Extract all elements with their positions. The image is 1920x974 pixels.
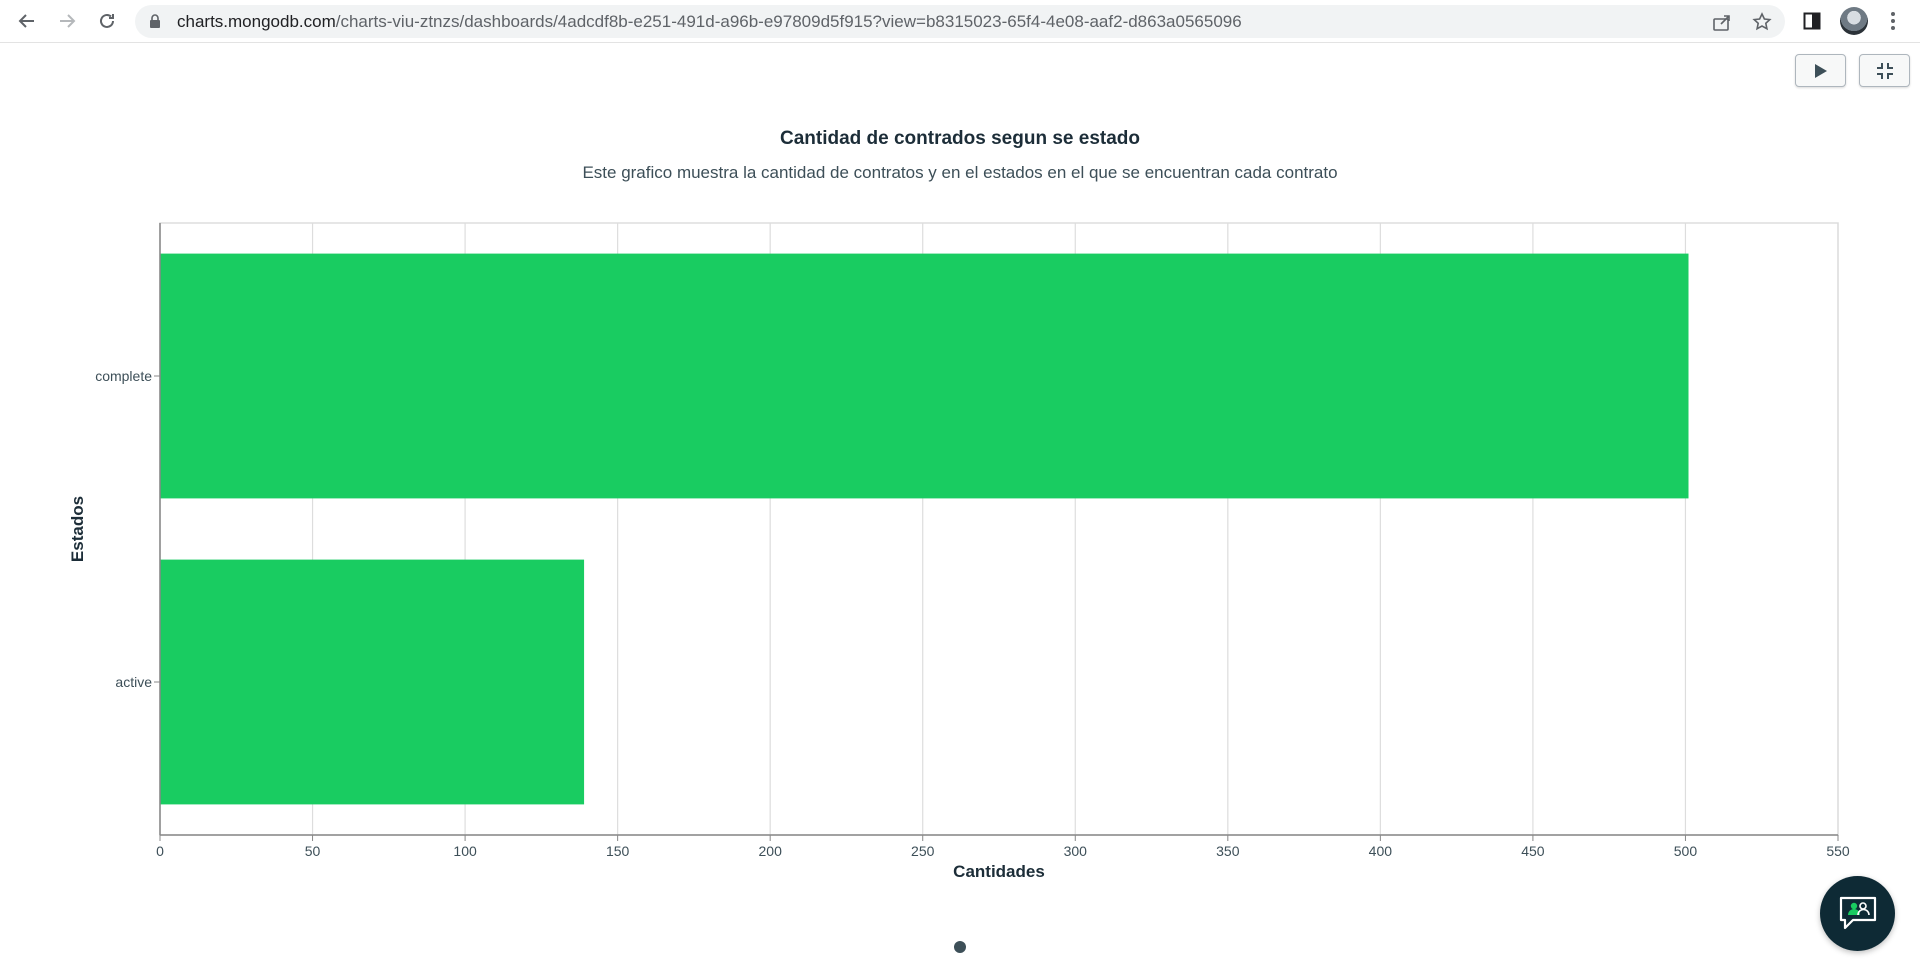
y-tick-label-active: active bbox=[115, 674, 152, 690]
url-path: /charts-viu-ztnzs/dashboards/4adcdf8b-e2… bbox=[335, 12, 1242, 31]
chat-support-button[interactable] bbox=[1820, 876, 1895, 951]
bookmark-button[interactable] bbox=[1750, 10, 1774, 34]
side-panel-button[interactable] bbox=[1797, 6, 1827, 36]
chat-support-icon bbox=[1839, 896, 1876, 929]
share-icon bbox=[1713, 15, 1730, 31]
x-tick-label: 250 bbox=[911, 843, 935, 859]
lock-icon bbox=[150, 14, 160, 28]
exit-fullscreen-button[interactable] bbox=[1859, 54, 1910, 87]
y-tick-label-complete: complete bbox=[95, 368, 152, 384]
x-tick-label: 100 bbox=[453, 843, 477, 859]
x-tick-label: 550 bbox=[1826, 843, 1850, 859]
chart-title: Cantidad de contrados segun se estado bbox=[779, 128, 1141, 149]
arrow-left-icon bbox=[18, 14, 34, 28]
browser-menu-button[interactable] bbox=[1878, 6, 1908, 36]
bar-active[interactable] bbox=[160, 559, 585, 805]
kebab-menu-icon bbox=[1891, 12, 1895, 30]
forward-button[interactable] bbox=[52, 6, 82, 36]
bar-complete[interactable] bbox=[160, 253, 1689, 499]
x-axis-title: Cantidades bbox=[953, 862, 1045, 881]
x-tick-label: 150 bbox=[606, 843, 630, 859]
arrow-right-icon bbox=[60, 14, 76, 28]
avatar[interactable] bbox=[1840, 7, 1868, 35]
address-bar[interactable]: charts.mongodb.com/charts-viu-ztnzs/dash… bbox=[135, 5, 1785, 38]
back-button[interactable] bbox=[12, 6, 42, 36]
browser-toolbar: charts.mongodb.com/charts-viu-ztnzs/dash… bbox=[0, 0, 1920, 43]
x-tick-label: 350 bbox=[1216, 843, 1240, 859]
play-slideshow-button[interactable] bbox=[1795, 54, 1846, 87]
reload-icon bbox=[100, 13, 114, 28]
chart-subtitle: Este grafico muestra la cantidad de cont… bbox=[582, 163, 1338, 182]
x-tick-label: 500 bbox=[1674, 843, 1698, 859]
x-tick-label: 450 bbox=[1521, 843, 1545, 859]
chart-bars bbox=[160, 253, 1689, 805]
star-icon bbox=[1752, 12, 1772, 31]
reload-button[interactable] bbox=[92, 6, 122, 36]
x-tick-label: 300 bbox=[1064, 843, 1088, 859]
x-tick-label: 400 bbox=[1369, 843, 1393, 859]
share-button[interactable] bbox=[1710, 10, 1734, 34]
page-indicator-dot[interactable] bbox=[954, 941, 966, 953]
chart-axes: 0 50 100 150 200 250 300 350 400 450 500 550 complet… bbox=[95, 223, 1850, 859]
play-icon bbox=[1814, 63, 1827, 78]
x-tick-label: 0 bbox=[156, 843, 164, 859]
x-tick-label: 50 bbox=[305, 843, 321, 859]
url-text: charts.mongodb.com/charts-viu-ztnzs/dash… bbox=[177, 12, 1242, 32]
y-axis-title: Estados bbox=[68, 496, 87, 562]
exit-fullscreen-icon bbox=[1876, 62, 1893, 79]
side-panel-icon bbox=[1803, 12, 1821, 30]
url-host: charts.mongodb.com bbox=[177, 12, 336, 31]
x-tick-label: 200 bbox=[759, 843, 783, 859]
